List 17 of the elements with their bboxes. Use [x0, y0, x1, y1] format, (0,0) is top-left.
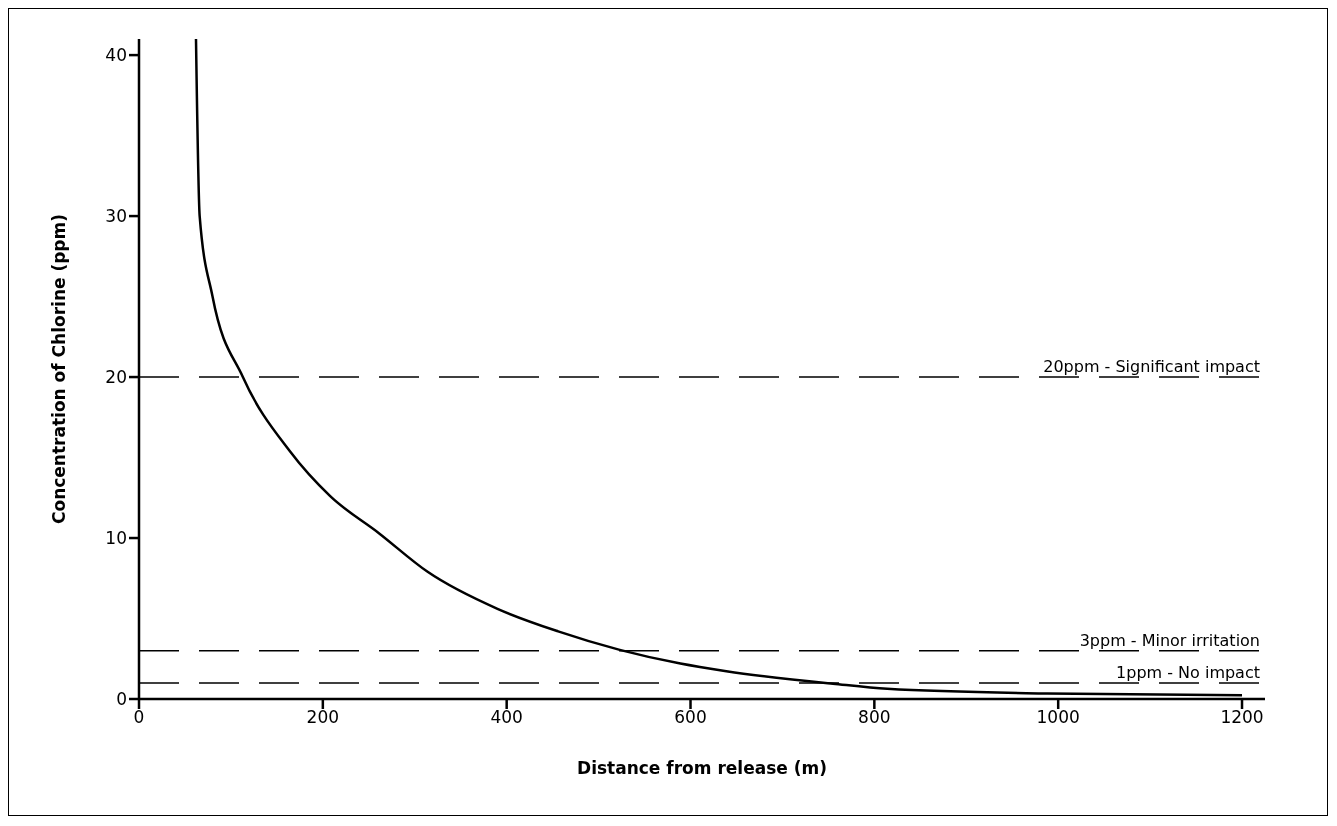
ref-line-label: 20ppm - Significant impact [1043, 357, 1260, 377]
y-axis-title: Concentration of Chlorine (ppm) [49, 213, 70, 525]
x-tick-label: 1200 [1220, 707, 1264, 728]
y-tick-label: 10 [105, 528, 127, 549]
x-tick-label: 200 [306, 707, 340, 728]
x-tick-label: 400 [490, 707, 523, 728]
ref-line-label: 3ppm - Minor irritation [1079, 630, 1260, 650]
x-tick-label: 0 [133, 707, 145, 728]
y-tick-label: 30 [105, 206, 127, 227]
x-axis-title: Distance from release (m) [577, 758, 827, 778]
x-tick-label: 600 [674, 707, 707, 728]
y-tick-label: 40 [105, 45, 127, 66]
y-tick-label: 0 [116, 689, 127, 710]
x-tick-label: 1000 [1036, 707, 1080, 728]
x-tick-label: 800 [858, 707, 891, 728]
ref-line-label: 1ppm - No impact [1116, 662, 1260, 682]
y-tick-label: 20 [105, 367, 127, 388]
